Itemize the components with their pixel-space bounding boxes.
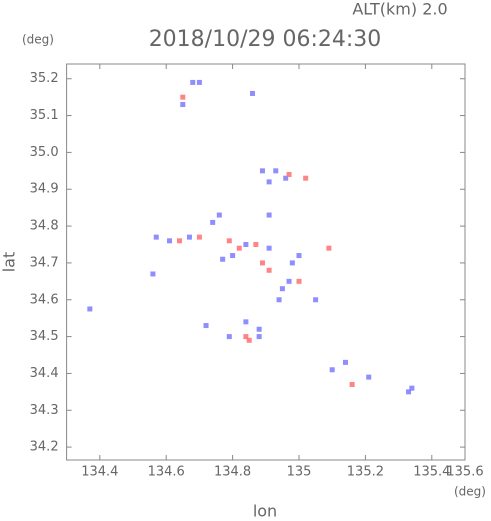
echo-point xyxy=(253,242,259,248)
x-unit: (deg) xyxy=(454,485,486,499)
echo-point xyxy=(366,374,372,380)
y-tick-label: 34.3 xyxy=(30,403,59,418)
echo-point xyxy=(246,337,252,343)
y-tick-label: 34.7 xyxy=(30,255,59,270)
echo-point xyxy=(296,253,302,259)
echo-point xyxy=(226,334,232,340)
echo-point xyxy=(296,278,302,284)
echo-point xyxy=(176,238,182,244)
echo-point xyxy=(256,334,262,340)
plot-frame xyxy=(66,63,466,461)
echo-point xyxy=(226,238,232,244)
echo-point xyxy=(150,271,156,277)
y-tick-label: 34.9 xyxy=(30,182,59,197)
echo-point xyxy=(326,245,332,251)
x-tick-label: 135.4 xyxy=(413,465,450,480)
x-tick-label: 135.6 xyxy=(446,465,483,480)
y-tick-label: 35.1 xyxy=(30,108,59,123)
echo-point xyxy=(243,319,249,325)
echo-point xyxy=(190,79,196,85)
echo-point xyxy=(266,179,272,185)
echo-point xyxy=(87,306,93,312)
x-tick-label: 135.2 xyxy=(347,465,384,480)
y-tick-label: 34.6 xyxy=(30,292,59,307)
echo-point xyxy=(313,297,319,303)
echo-point xyxy=(279,286,285,292)
x-axis-label: lon xyxy=(253,502,277,521)
y-tick-label: 34.2 xyxy=(30,440,59,455)
chart-subtitle: ALT(km) 2.0 xyxy=(352,0,447,19)
echo-point xyxy=(276,297,282,303)
echo-point xyxy=(286,172,292,178)
echo-point xyxy=(286,278,292,284)
echo-point xyxy=(180,102,186,108)
echo-point xyxy=(342,359,348,365)
echo-point xyxy=(259,260,265,266)
y-tick-label: 34.4 xyxy=(30,366,59,381)
echo-point xyxy=(329,367,335,373)
echo-point xyxy=(196,79,202,85)
y-tick-label: 34.5 xyxy=(30,329,59,344)
echo-point xyxy=(266,267,272,273)
echo-point xyxy=(216,212,222,218)
echo-point xyxy=(409,385,415,391)
x-tick-label: 134.6 xyxy=(148,465,185,480)
echo-point xyxy=(180,94,186,100)
echo-point xyxy=(303,175,309,181)
y-tick-label: 35.2 xyxy=(30,71,59,86)
x-tick-label: 134.4 xyxy=(81,465,118,480)
x-tick-label: 135 xyxy=(287,465,312,480)
echo-point xyxy=(230,253,236,259)
echo-point xyxy=(283,175,289,181)
echo-point xyxy=(196,234,202,240)
echo-point xyxy=(259,168,265,174)
echo-point xyxy=(236,245,242,251)
echo-point xyxy=(167,238,173,244)
echo-point xyxy=(243,242,249,248)
echo-point xyxy=(256,326,262,332)
echo-point xyxy=(186,234,192,240)
echo-point xyxy=(210,219,216,225)
echo-point xyxy=(406,389,412,395)
x-tick-label: 134.8 xyxy=(214,465,251,480)
chart-title: 2018/10/29 06:24:30 xyxy=(149,27,382,52)
echo-point xyxy=(273,168,279,174)
y-tick-label: 35.0 xyxy=(30,145,59,160)
echo-point xyxy=(349,381,355,387)
y-unit: (deg) xyxy=(22,33,54,47)
echo-point xyxy=(243,334,249,340)
echo-point xyxy=(203,323,209,329)
echo-point xyxy=(266,245,272,251)
y-axis-label: lat xyxy=(0,252,19,273)
echo-point xyxy=(153,234,159,240)
echo-point xyxy=(250,90,256,96)
echo-point xyxy=(220,256,226,262)
y-tick-label: 34.8 xyxy=(30,219,59,234)
echo-point xyxy=(266,212,272,218)
echo-point xyxy=(289,260,295,266)
